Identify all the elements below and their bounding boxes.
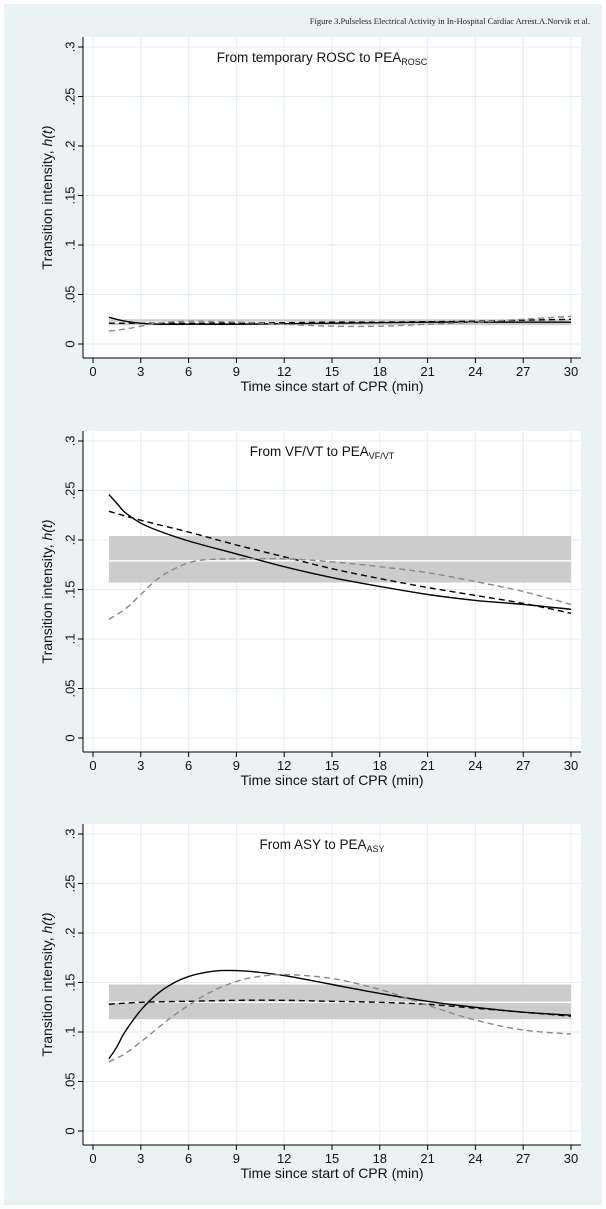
- x-tick-label: 12: [277, 364, 291, 379]
- y-tick-label: .2: [62, 928, 77, 939]
- x-tick-label: 30: [564, 364, 578, 379]
- panel-title: From ASY to PEAASY: [259, 837, 384, 854]
- x-tick-label: 12: [277, 758, 291, 773]
- chart-panel-3: 0 3 6 9 12 15 18 21 24 27 30 0 .05 .1 .15 .2 .25 .3 Time s…: [39, 824, 581, 1181]
- series-line-3: [108, 973, 572, 1063]
- x-tick-label: 21: [420, 758, 434, 773]
- x-tick-label: 27: [516, 758, 530, 773]
- y-tick-label: .15: [62, 580, 77, 598]
- panel-title: From temporary ROSC to PEAROSC: [217, 50, 428, 67]
- x-tick-label: 27: [516, 1151, 530, 1166]
- x-tick-label: 3: [137, 364, 144, 379]
- y-tick-label: .2: [62, 141, 77, 152]
- x-tick-label: 15: [325, 758, 339, 773]
- x-axis-title: Time since start of CPR (min): [240, 772, 423, 788]
- y-tick-label: .3: [62, 42, 77, 53]
- x-tick-label: 0: [89, 1151, 96, 1166]
- y-axis-title-main: Transition intensity,: [39, 934, 55, 1057]
- x-tick-label: 24: [468, 758, 482, 773]
- y-tick-label: .25: [62, 481, 77, 499]
- x-tick-label: 15: [325, 364, 339, 379]
- x-axis-title: Time since start of CPR (min): [240, 378, 423, 394]
- x-tick-label: 3: [137, 758, 144, 773]
- y-tick-label: .3: [62, 829, 77, 840]
- y-axis-title-italic: h(t): [39, 126, 55, 147]
- y-tick-label: .05: [62, 1072, 77, 1090]
- panel-title-subscript: VF/VT: [369, 451, 395, 461]
- panel-title-main: From VF/VT to PEA: [250, 444, 369, 459]
- y-axis-title: Transition intensity, h(t): [39, 913, 55, 1057]
- y-tick-label: .2: [62, 535, 77, 546]
- x-tick-label: 3: [137, 1151, 144, 1166]
- series-line-1: [108, 494, 572, 610]
- x-tick-label: 18: [373, 758, 387, 773]
- x-tick-label: 18: [373, 1151, 387, 1166]
- y-tick-label: .15: [62, 186, 77, 204]
- x-tick-label: 6: [185, 364, 192, 379]
- x-tick-label: 15: [325, 1151, 339, 1166]
- panel-title: From VF/VT to PEAVF/VT: [250, 444, 395, 461]
- series-line-3: [108, 315, 572, 332]
- x-tick-label: 6: [185, 1151, 192, 1166]
- y-axis-title-main: Transition intensity,: [39, 147, 55, 270]
- panel-title-main: From temporary ROSC to PEA: [217, 50, 402, 65]
- x-tick-label: 9: [233, 364, 240, 379]
- figure: Figure 3.Pulseless Electrical Activity i…: [4, 4, 602, 1205]
- chart-panel-2: 0 3 6 9 12 15 18 21 24 27 30 0 .05 .1 .15 .2 .25 .3 Time s…: [39, 431, 581, 788]
- x-axis-title: Time since start of CPR (min): [240, 1165, 423, 1181]
- x-tick-label: 30: [564, 758, 578, 773]
- y-tick-label: .25: [62, 87, 77, 105]
- y-tick-label: .05: [62, 679, 77, 697]
- panel-title-subscript: ASY: [367, 844, 385, 854]
- series-line-1: [108, 969, 572, 1060]
- y-axis-title: Transition intensity, h(t): [39, 520, 55, 664]
- series-line-3: [108, 557, 572, 620]
- chart-panel-1: 0 3 6 9 12 15 18 21 24 27 30 0 .05 .1 .15 .2 .25 .3 Time s…: [39, 37, 581, 394]
- y-tick-label: 0: [62, 340, 77, 347]
- x-tick-label: 27: [516, 364, 530, 379]
- y-tick-label: .05: [62, 285, 77, 303]
- y-tick-label: 0: [62, 734, 77, 741]
- x-tick-label: 9: [233, 1151, 240, 1166]
- x-tick-label: 6: [185, 758, 192, 773]
- x-tick-label: 12: [277, 1151, 291, 1166]
- x-tick-label: 18: [373, 364, 387, 379]
- x-tick-label: 0: [89, 758, 96, 773]
- x-tick-label: 0: [89, 364, 96, 379]
- x-tick-label: 30: [564, 1151, 578, 1166]
- panel-title-subscript: ROSC: [401, 57, 428, 67]
- y-tick-label: .1: [62, 1027, 77, 1038]
- y-axis-title: Transition intensity, h(t): [39, 126, 55, 270]
- y-tick-label: .25: [62, 874, 77, 892]
- figure-header: Figure 3.Pulseless Electrical Activity i…: [309, 16, 590, 26]
- x-tick-label: 21: [420, 1151, 434, 1166]
- y-tick-label: .1: [62, 634, 77, 645]
- ci-band: [108, 536, 571, 583]
- x-tick-label: 21: [420, 364, 434, 379]
- panel-title-main: From ASY to PEA: [259, 837, 366, 852]
- y-tick-label: .3: [62, 436, 77, 447]
- y-axis-title-italic: h(t): [39, 913, 55, 934]
- series-line-2: [108, 510, 572, 614]
- series-line-2: [108, 999, 572, 1017]
- x-tick-label: 9: [233, 758, 240, 773]
- y-tick-label: .15: [62, 973, 77, 991]
- y-tick-label: 0: [62, 1127, 77, 1134]
- y-tick-label: .1: [62, 240, 77, 251]
- x-tick-label: 24: [468, 1151, 482, 1166]
- y-axis-title-italic: h(t): [39, 520, 55, 541]
- y-axis-title-main: Transition intensity,: [39, 541, 55, 664]
- x-tick-label: 24: [468, 364, 482, 379]
